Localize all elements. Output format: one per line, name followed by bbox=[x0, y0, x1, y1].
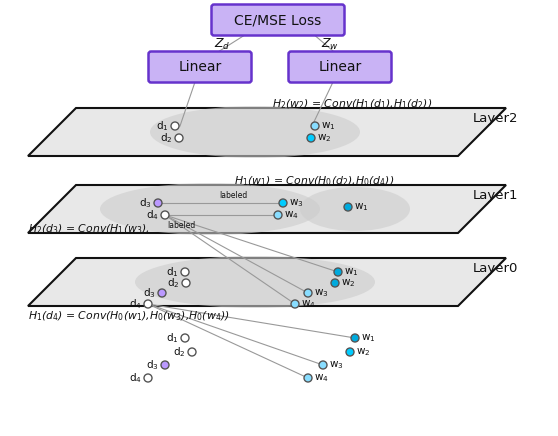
Text: Layer0: Layer0 bbox=[472, 262, 518, 275]
Text: w$_1$: w$_1$ bbox=[344, 266, 359, 278]
Text: d$_4$: d$_4$ bbox=[129, 371, 142, 385]
Circle shape bbox=[279, 199, 287, 207]
Text: w$_4$: w$_4$ bbox=[301, 298, 316, 310]
Text: $Z_d$: $Z_d$ bbox=[214, 37, 230, 51]
Ellipse shape bbox=[135, 256, 375, 308]
Circle shape bbox=[307, 134, 315, 142]
Circle shape bbox=[181, 268, 189, 276]
Text: w$_1$: w$_1$ bbox=[321, 120, 335, 132]
Text: w$_4$: w$_4$ bbox=[284, 209, 299, 221]
Circle shape bbox=[291, 300, 299, 308]
Text: d$_2$: d$_2$ bbox=[174, 345, 186, 359]
Text: w$_3$: w$_3$ bbox=[314, 287, 329, 299]
Circle shape bbox=[144, 374, 152, 382]
Circle shape bbox=[304, 374, 312, 382]
Circle shape bbox=[175, 134, 183, 142]
Circle shape bbox=[181, 334, 189, 342]
Circle shape bbox=[334, 268, 342, 276]
Circle shape bbox=[344, 203, 352, 211]
Text: Linear: Linear bbox=[319, 60, 362, 74]
Circle shape bbox=[311, 122, 319, 130]
Text: d$_2$: d$_2$ bbox=[167, 276, 180, 290]
Text: w$_2$: w$_2$ bbox=[341, 277, 355, 289]
Circle shape bbox=[161, 361, 169, 369]
Circle shape bbox=[158, 289, 166, 297]
Polygon shape bbox=[28, 258, 506, 306]
Text: w$_3$: w$_3$ bbox=[289, 197, 304, 209]
FancyBboxPatch shape bbox=[148, 51, 252, 82]
Text: d$_2$: d$_2$ bbox=[161, 131, 173, 145]
Circle shape bbox=[274, 211, 282, 219]
Text: labeled: labeled bbox=[220, 191, 248, 200]
Text: $H_2$(w$_2$) = Conv($H_1$(d$_1$),$H_1$(d$_2$)): $H_2$(w$_2$) = Conv($H_1$(d$_1$),$H_1$(d… bbox=[272, 97, 432, 111]
Circle shape bbox=[188, 348, 196, 356]
Text: d$_1$: d$_1$ bbox=[166, 265, 179, 279]
Circle shape bbox=[319, 361, 327, 369]
Text: d$_4$: d$_4$ bbox=[129, 297, 142, 311]
FancyBboxPatch shape bbox=[288, 51, 392, 82]
Text: w$_3$: w$_3$ bbox=[329, 359, 344, 371]
Text: w$_4$: w$_4$ bbox=[314, 372, 329, 384]
Text: d$_4$: d$_4$ bbox=[146, 208, 159, 222]
Text: d$_1$: d$_1$ bbox=[156, 119, 169, 133]
Text: w$_1$: w$_1$ bbox=[361, 332, 376, 344]
FancyBboxPatch shape bbox=[211, 4, 344, 35]
Text: w$_1$: w$_1$ bbox=[354, 201, 369, 213]
Text: $H_1$(d$_4$) = Conv($H_0$(w$_1$),$H_0$(w$_3$),$H_0$(w$_4$)): $H_1$(d$_4$) = Conv($H_0$(w$_1$),$H_0$(w… bbox=[28, 309, 230, 323]
Polygon shape bbox=[28, 185, 506, 233]
Text: labeled: labeled bbox=[167, 221, 195, 229]
Circle shape bbox=[351, 334, 359, 342]
Circle shape bbox=[144, 300, 152, 308]
Ellipse shape bbox=[100, 183, 320, 235]
Ellipse shape bbox=[150, 106, 360, 158]
Text: d$_3$: d$_3$ bbox=[143, 286, 156, 300]
Text: $H_1$(w$_1$) = Conv($H_0$(d$_2$),$H_0$(d$_4$)): $H_1$(w$_1$) = Conv($H_0$(d$_2$),$H_0$(d… bbox=[234, 174, 395, 188]
Text: CE/MSE Loss: CE/MSE Loss bbox=[234, 13, 321, 27]
Circle shape bbox=[161, 211, 169, 219]
Text: Linear: Linear bbox=[179, 60, 222, 74]
Circle shape bbox=[154, 199, 162, 207]
Text: w$_2$: w$_2$ bbox=[356, 346, 371, 358]
Ellipse shape bbox=[300, 187, 410, 231]
Circle shape bbox=[182, 279, 190, 287]
Circle shape bbox=[171, 122, 179, 130]
Text: d$_3$: d$_3$ bbox=[140, 196, 152, 210]
Text: d$_3$: d$_3$ bbox=[146, 358, 159, 372]
Text: $Z_w$: $Z_w$ bbox=[321, 37, 339, 51]
Text: Layer1: Layer1 bbox=[472, 188, 518, 201]
Text: d$_1$: d$_1$ bbox=[166, 331, 179, 345]
Text: $H_2$(d$_3$) = Conv($H_1$(w$_3$),: $H_2$(d$_3$) = Conv($H_1$(w$_3$), bbox=[28, 222, 150, 236]
Text: w$_2$: w$_2$ bbox=[317, 132, 331, 144]
Text: Layer2: Layer2 bbox=[472, 112, 518, 125]
Circle shape bbox=[304, 289, 312, 297]
Circle shape bbox=[346, 348, 354, 356]
Circle shape bbox=[331, 279, 339, 287]
Polygon shape bbox=[28, 108, 506, 156]
